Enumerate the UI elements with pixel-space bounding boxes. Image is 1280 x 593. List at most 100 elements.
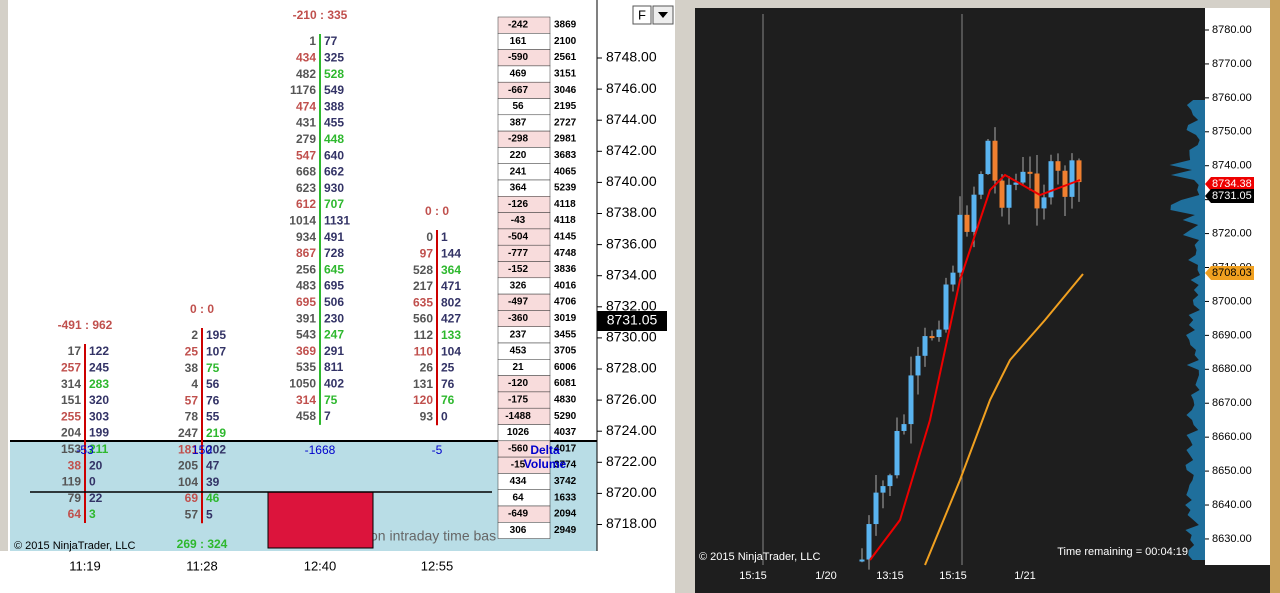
price-marker	[1205, 189, 1254, 203]
ladder-delta: -175	[508, 395, 528, 406]
dropdown-arrow	[658, 12, 668, 18]
bid-volume: 38	[68, 458, 82, 472]
ask-volume: 291	[324, 344, 344, 358]
ask-volume: 1	[441, 230, 448, 244]
bid-volume: 623	[296, 181, 316, 195]
candle	[936, 329, 942, 338]
price-label: 8724.00	[606, 422, 657, 438]
bid-volume: 695	[296, 295, 316, 309]
ladder-delta: -360	[508, 313, 528, 324]
time-label: 15:15	[739, 570, 767, 582]
candle	[1076, 160, 1082, 183]
toggle-label[interactable]: F	[638, 7, 646, 22]
price-label: 8730.00	[606, 329, 657, 345]
bid-volume: 17	[68, 344, 82, 358]
candle	[859, 559, 865, 562]
ladder-delta: 220	[510, 150, 527, 161]
price-label: 8734.00	[606, 266, 657, 282]
ladder-volume: 2949	[554, 525, 577, 536]
bid-volume: 25	[185, 344, 199, 358]
bid-volume: 547	[296, 148, 316, 162]
price-label: 8722.00	[606, 453, 657, 469]
candle	[999, 180, 1005, 208]
candle	[950, 272, 956, 285]
ask-volume: 7	[324, 409, 331, 423]
ladder-delta: -649	[508, 509, 528, 520]
bid-volume: 369	[296, 344, 316, 358]
toggle-button[interactable]	[632, 5, 652, 25]
ladder-volume: 6081	[554, 378, 577, 389]
bid-volume: 255	[61, 409, 81, 423]
price-label: 8732.00	[606, 298, 657, 314]
ladder-delta: 21	[512, 362, 524, 373]
price-label: 8718.00	[606, 515, 657, 531]
right-edge	[1270, 0, 1280, 593]
time-axis	[0, 551, 675, 593]
bid-volume: 69	[185, 491, 199, 505]
candle	[1020, 171, 1026, 183]
ladder-volume: 3046	[554, 85, 577, 96]
ladder-volume: 1633	[554, 492, 577, 503]
ask-volume: 427	[441, 312, 461, 326]
candle	[901, 424, 907, 431]
price-marker	[1205, 266, 1254, 280]
time-label: 1/20	[815, 570, 836, 582]
ask-volume: 75	[206, 361, 220, 375]
ask-volume: 388	[324, 99, 344, 113]
time-label: 11:19	[69, 558, 101, 573]
ladder-delta: 364	[510, 183, 527, 194]
bid-volume: 635	[413, 295, 433, 309]
ladder-delta: 469	[510, 69, 527, 80]
bid-volume: 97	[420, 246, 434, 260]
ladder-delta: -43	[511, 215, 526, 226]
bid-volume: 151	[61, 393, 81, 407]
bar-header: 0 : 0	[190, 302, 214, 316]
ask-volume: 202	[206, 442, 226, 456]
ask-volume: 211	[89, 442, 109, 456]
ladder-delta: -120	[508, 378, 528, 389]
ladder-volume: 2981	[554, 134, 577, 145]
candle	[957, 214, 963, 273]
price-label: 8650.00	[1212, 465, 1252, 477]
time-label: 12:55	[421, 558, 454, 573]
ladder-volume: 4037	[554, 427, 577, 438]
candle	[985, 140, 991, 175]
ladder-volume: 3455	[554, 329, 577, 340]
bid-volume: 4	[191, 377, 198, 391]
bar-delta: -5	[432, 443, 443, 457]
candle	[964, 214, 970, 232]
ask-volume: 133	[441, 328, 461, 342]
candle	[1013, 182, 1019, 185]
current-price: 8731.05	[607, 312, 658, 328]
ladder-volume: 4118	[554, 215, 576, 226]
price-label: 8640.00	[1212, 499, 1252, 511]
candle	[887, 475, 893, 487]
ladder-volume: 2561	[554, 52, 577, 63]
ladder-delta: -777	[508, 248, 528, 259]
ask-volume: 1131	[324, 213, 350, 227]
ladder-volume: 4830	[554, 395, 577, 406]
ladder-delta: 241	[510, 166, 527, 177]
ask-volume: 528	[324, 67, 344, 81]
ask-volume: 695	[324, 279, 344, 293]
price-label: 8740.00	[1212, 160, 1252, 172]
candle	[1027, 171, 1033, 174]
bid-volume: 934	[296, 230, 316, 244]
ladder-delta: -667	[508, 85, 528, 96]
bar-delta: 150	[192, 443, 212, 457]
ladder-volume: 3742	[554, 476, 577, 487]
price-label: 8780.00	[1212, 24, 1252, 36]
candle	[1048, 161, 1054, 198]
bid-volume: 314	[296, 393, 316, 407]
ask-volume: 640	[324, 148, 344, 162]
bar-footer: 269 : 324	[177, 537, 228, 551]
ask-volume: 104	[441, 344, 461, 358]
ask-volume: 47	[206, 459, 220, 473]
ask-volume: 122	[89, 344, 109, 358]
time-label: 11:28	[186, 558, 218, 573]
overlay-text: on intraday time bas	[370, 528, 496, 544]
price-marker-label: 8708.03	[1212, 267, 1252, 279]
price-label: 8680.00	[1212, 363, 1252, 375]
ask-volume: 144	[441, 246, 461, 260]
ladder-delta: 1026	[507, 427, 530, 438]
